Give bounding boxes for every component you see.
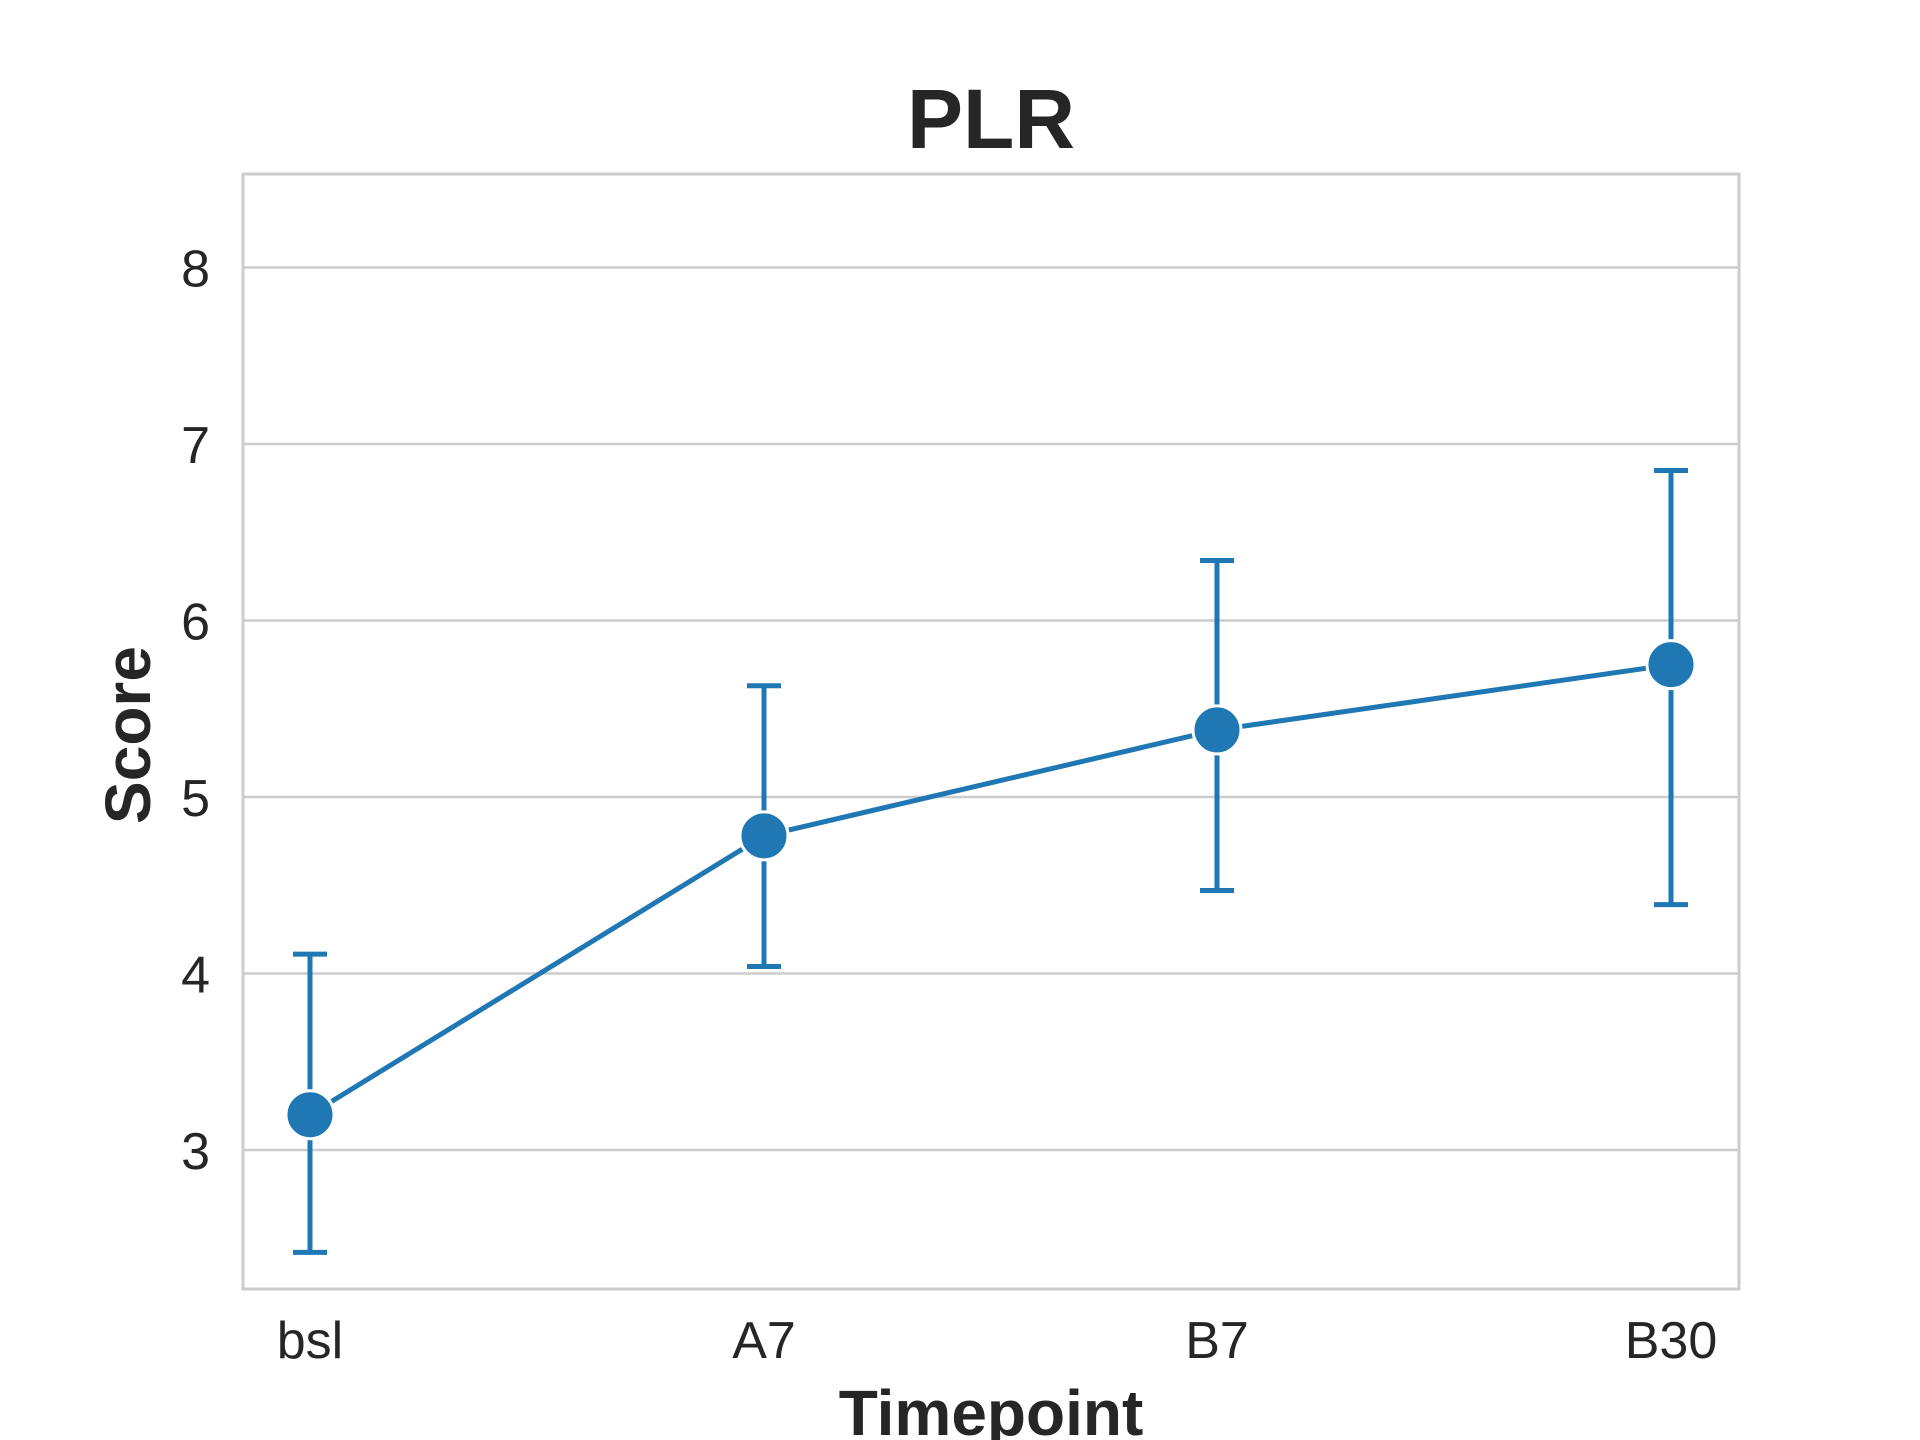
y-tick-label: 4 [181,947,210,1005]
y-tick-label: 5 [181,770,210,828]
y-tick-label: 6 [181,594,210,652]
series-0 [284,467,1697,1255]
series-line [308,662,1672,1117]
data-point [284,1089,336,1141]
x-tick-label: A7 [732,1312,796,1370]
chart-title: PLR [907,72,1075,166]
y-tick-labels: 3 4 5 6 7 8 [181,241,210,1182]
y-tick-label: 3 [181,1123,210,1181]
y-tick-label: 7 [181,417,210,475]
x-tick-label: B7 [1185,1312,1249,1370]
x-tick-label: bsl [277,1312,343,1370]
y-axis-label: Score [92,646,164,824]
data-point [1191,704,1243,756]
x-tick-labels: bsl A7 B7 B30 [277,1312,1718,1370]
x-axis-label: Timepoint [839,1377,1144,1440]
data-point [738,810,790,862]
x-tick-label: B30 [1625,1312,1718,1370]
data-point [1645,639,1697,691]
y-tick-label: 8 [181,241,210,299]
plot-frame [241,172,1741,1291]
grid-lines [243,266,1739,1152]
